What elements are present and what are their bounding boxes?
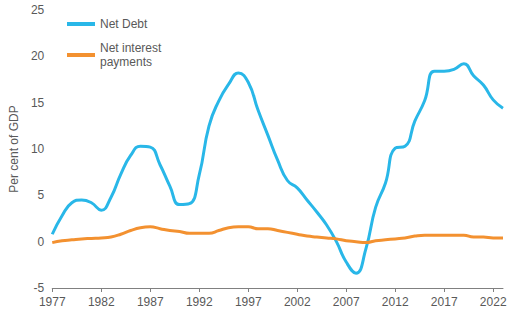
svg-text:15: 15 — [31, 96, 45, 110]
svg-text:Net Debt: Net Debt — [100, 17, 148, 31]
svg-text:payments: payments — [100, 55, 152, 69]
svg-text:1987: 1987 — [137, 295, 164, 309]
svg-text:Net interest: Net interest — [100, 41, 162, 55]
svg-text:2007: 2007 — [333, 295, 360, 309]
svg-text:1982: 1982 — [88, 295, 115, 309]
svg-text:2022: 2022 — [480, 295, 507, 309]
svg-text:1977: 1977 — [39, 295, 66, 309]
svg-text:0: 0 — [38, 235, 45, 249]
svg-text:2002: 2002 — [284, 295, 311, 309]
svg-text:1997: 1997 — [235, 295, 262, 309]
svg-text:2012: 2012 — [382, 295, 409, 309]
svg-text:1992: 1992 — [186, 295, 213, 309]
svg-text:2017: 2017 — [431, 295, 458, 309]
svg-text:5: 5 — [38, 188, 45, 202]
svg-text:20: 20 — [31, 49, 45, 63]
svg-text:25: 25 — [31, 3, 45, 17]
svg-text:Per cent of GDP: Per cent of GDP — [7, 105, 21, 192]
svg-text:10: 10 — [31, 142, 45, 156]
svg-text:-5: -5 — [34, 281, 45, 295]
